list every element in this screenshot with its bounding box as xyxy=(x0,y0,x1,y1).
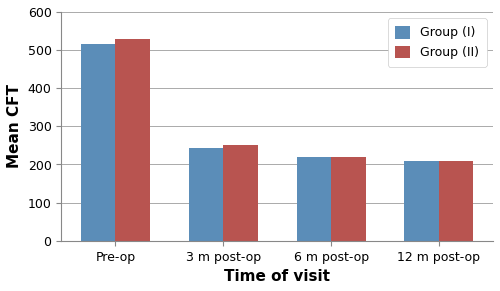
Y-axis label: Mean CFT: Mean CFT xyxy=(7,84,22,168)
Bar xyxy=(439,161,474,241)
Bar xyxy=(296,157,331,241)
Bar xyxy=(81,44,116,241)
Bar xyxy=(331,157,366,241)
Legend: Group (I), Group (II): Group (I), Group (II) xyxy=(388,18,487,67)
X-axis label: Time of visit: Time of visit xyxy=(224,269,330,284)
Bar xyxy=(188,148,223,241)
Bar xyxy=(404,161,439,241)
Bar xyxy=(116,39,150,241)
Bar xyxy=(223,145,258,241)
